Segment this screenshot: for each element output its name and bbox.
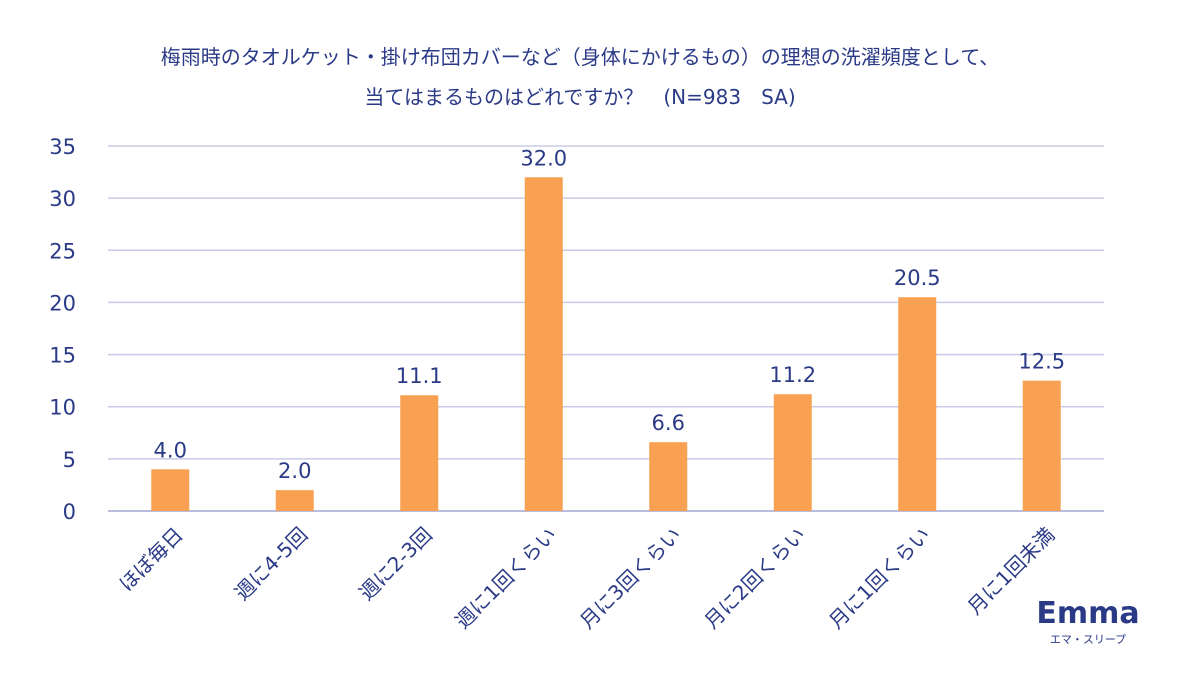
y-tick-label: 10 [49,396,76,420]
chart-title-line-2: 当てはまるものはどれですか？ (N=983 SA) [364,85,795,109]
data-label-8: 12.5 [1018,350,1065,374]
x-tick-label-1: ほぼ毎日 [114,523,188,597]
bar-1 [151,469,190,511]
y-tick-label: 5 [63,448,76,472]
x-axis-ticks: ほぼ毎日 週に4-5回 週に2-3回 週に1回くらい 月に3回くらい 月に2回くらい 月に1… [114,523,1059,634]
bar-4 [524,177,563,512]
data-label-6: 11.2 [769,363,816,387]
x-tick-label-7: 月に1回くらい [824,523,935,634]
y-tick-label: 15 [49,344,76,368]
bar-6 [773,394,812,511]
bars [151,177,1061,512]
chart-title-line-1: 梅雨時のタオルケット・掛け布団カバーなど（身体にかけるもの）の理想の洗濯頻度とし… [161,45,999,69]
x-tick-label-2: 週に4-5回 [230,523,312,605]
brand-logo: Emma エマ・スリープ [1036,596,1139,646]
data-label-2: 2.0 [278,459,311,483]
x-tick-label-3: 週に2-3回 [354,523,436,605]
bar-7 [898,297,937,511]
brand-name: Emma [1036,596,1139,631]
x-tick-label-6: 月に2回くらい [699,523,810,634]
y-tick-label: 0 [63,500,76,524]
bar-5 [649,442,688,511]
data-labels: 4.0 2.0 11.1 32.0 6.6 11.2 20.5 12.5 [154,146,1066,483]
brand-subtitle: エマ・スリープ [1050,633,1126,646]
y-tick-label: 35 [49,135,76,159]
data-label-1: 4.0 [154,438,187,462]
x-tick-label-5: 月に3回くらい [575,523,686,634]
y-axis-ticks: 0 5 10 15 20 25 30 35 [49,135,76,524]
y-tick-label: 20 [49,291,76,315]
data-label-5: 6.6 [652,411,685,435]
bar-8 [1022,380,1061,511]
bar-2 [275,490,314,511]
data-label-7: 20.5 [894,266,941,290]
x-tick-label-4: 週に1回くらい [450,523,561,634]
y-tick-label: 25 [49,239,76,263]
data-label-4: 32.0 [520,146,567,170]
y-tick-label: 30 [49,187,76,211]
data-label-3: 11.1 [396,364,443,388]
bar-3 [400,395,439,511]
gridlines [108,145,1104,512]
